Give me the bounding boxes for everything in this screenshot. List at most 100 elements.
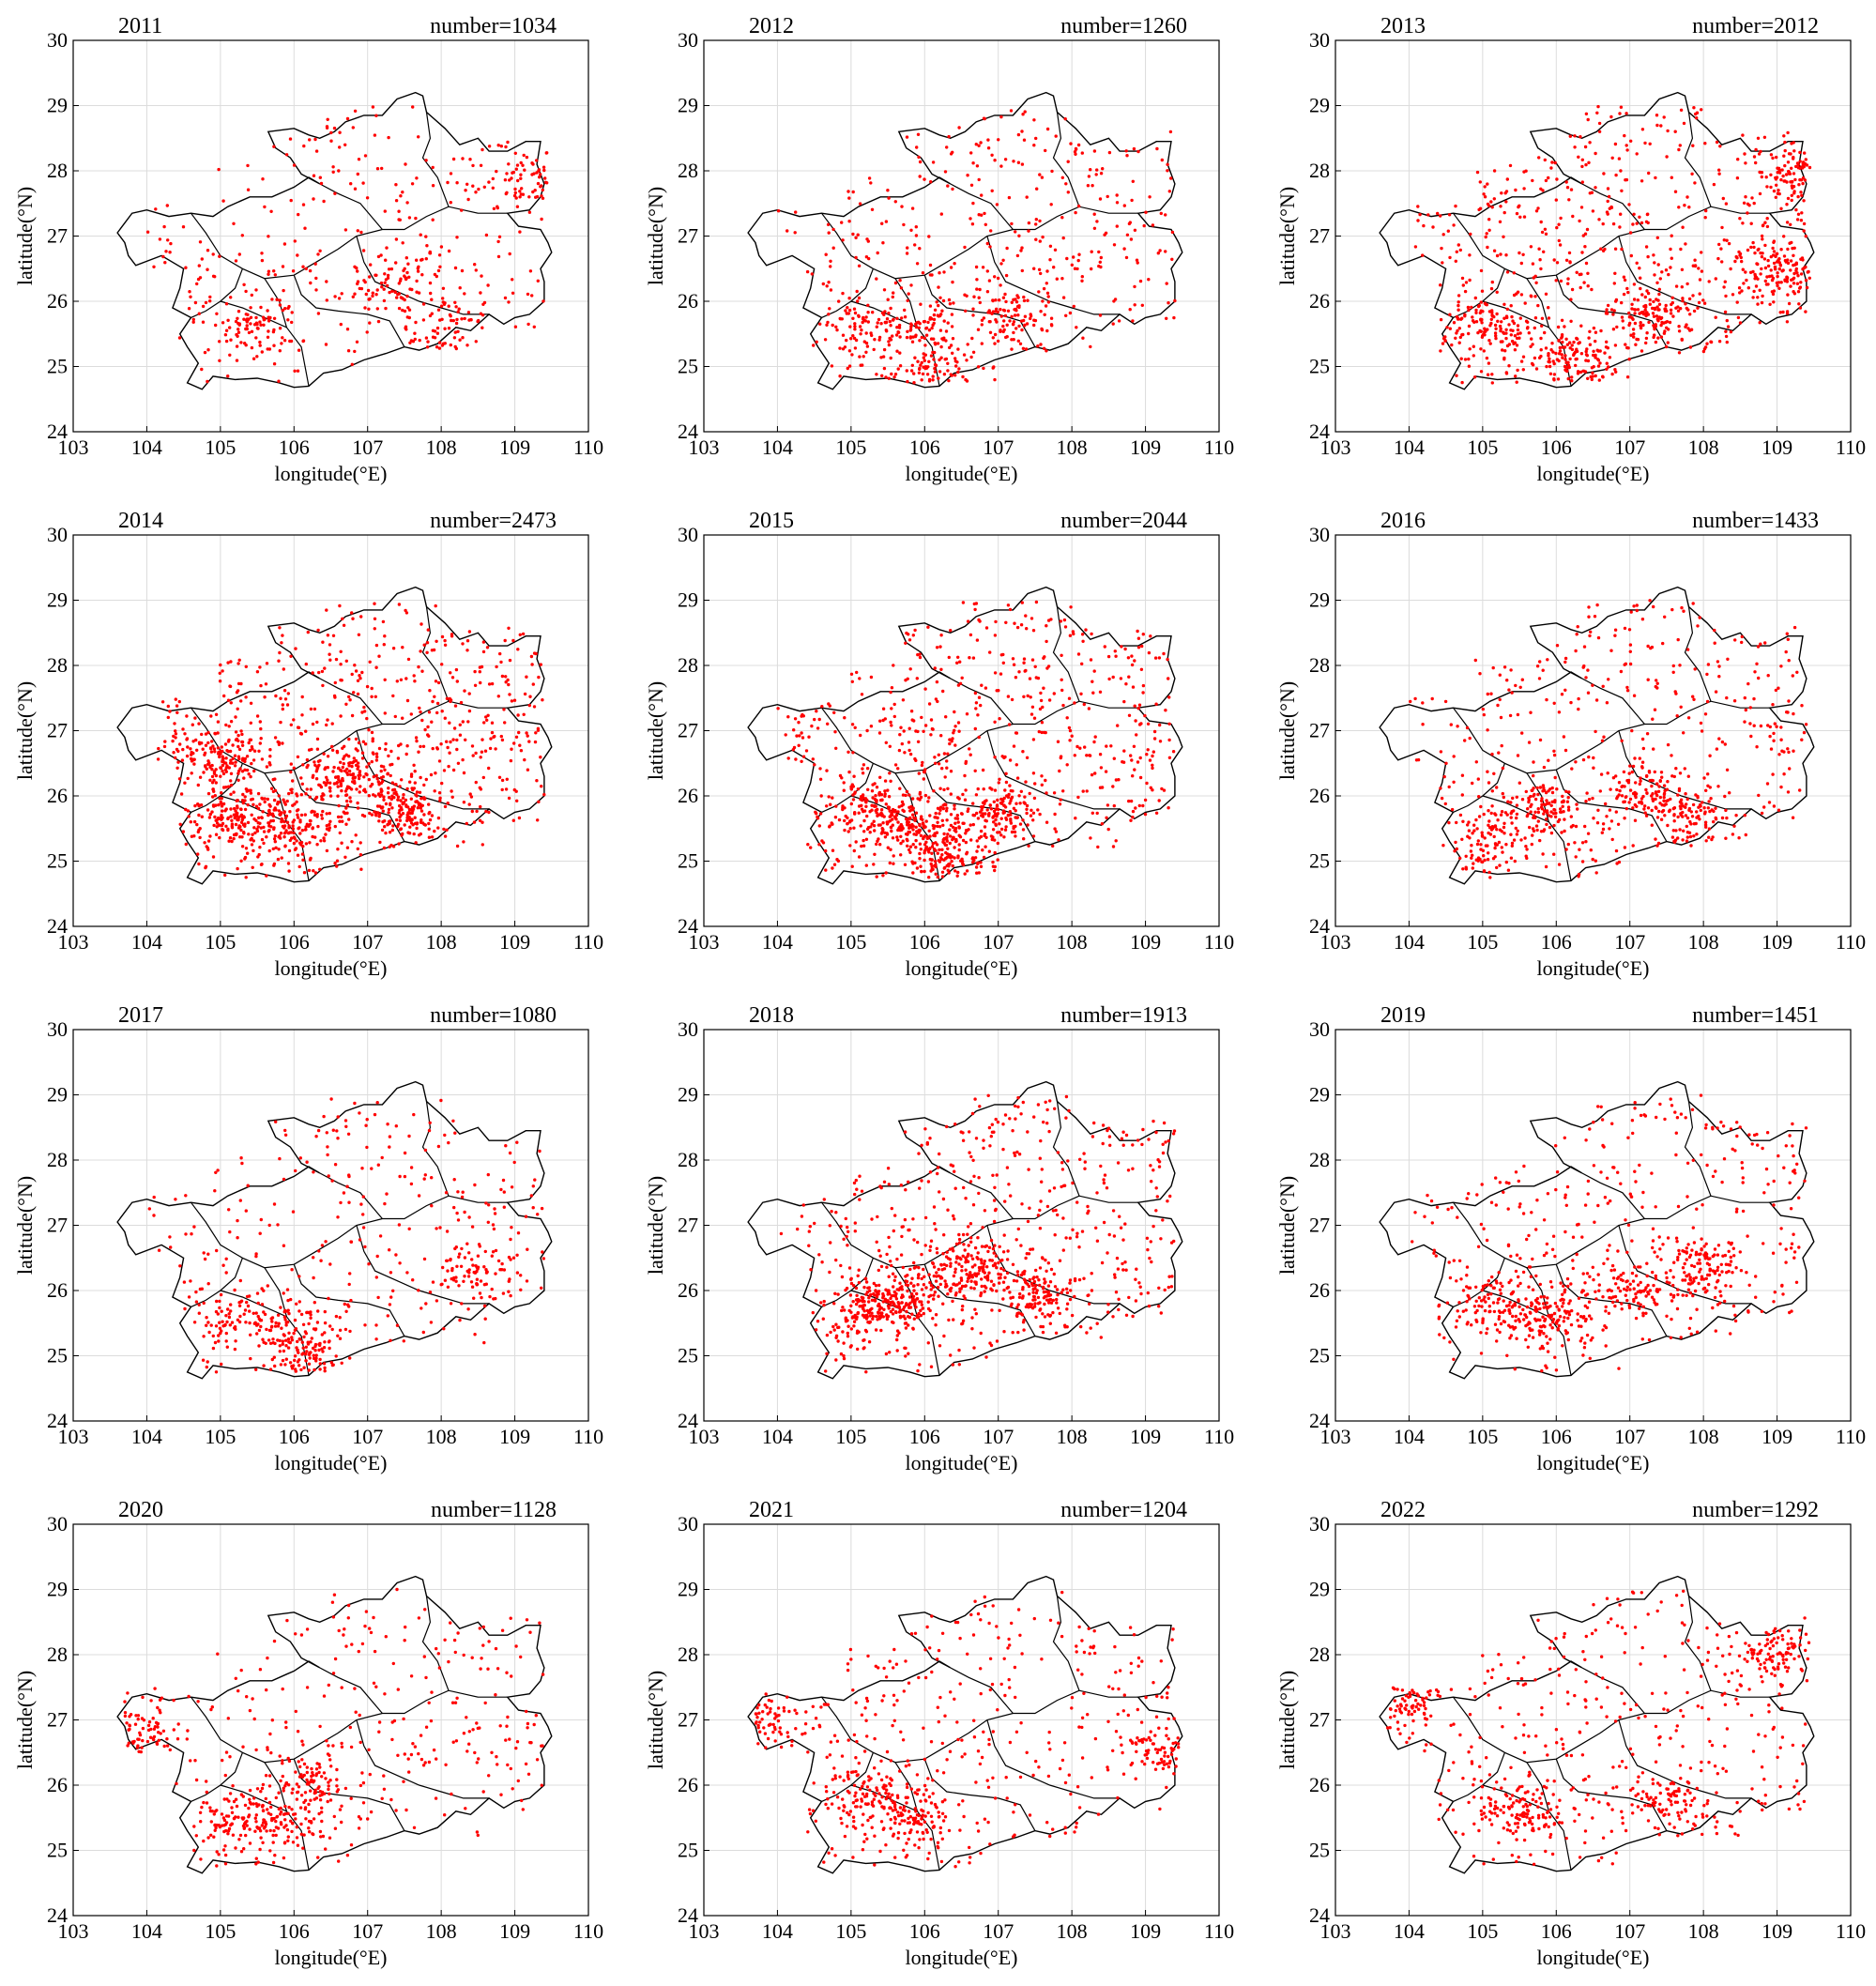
data-point <box>435 345 439 349</box>
prefecture-boundary <box>1684 112 1712 207</box>
data-point <box>305 765 309 770</box>
data-point <box>1644 341 1648 345</box>
data-point <box>371 294 374 298</box>
panel-title: 2012 <box>749 14 794 38</box>
data-point <box>356 229 359 233</box>
data-point <box>236 733 240 738</box>
data-point <box>940 853 944 857</box>
data-point <box>234 822 238 827</box>
data-point <box>1167 301 1170 305</box>
data-point <box>271 814 276 818</box>
data-point <box>1752 201 1756 206</box>
data-point <box>944 802 948 807</box>
data-point <box>1783 163 1787 168</box>
prefecture-boundary <box>821 268 874 318</box>
y-tick-label: 27 <box>47 719 68 742</box>
data-point <box>221 199 225 203</box>
data-point <box>342 756 345 761</box>
data-point <box>942 832 946 836</box>
data-point <box>1103 233 1106 237</box>
data-point <box>1772 289 1777 293</box>
data-point <box>423 727 427 732</box>
data-point <box>852 848 856 853</box>
data-point <box>328 781 332 785</box>
data-point <box>889 720 892 725</box>
data-point <box>1035 187 1039 191</box>
data-point <box>383 825 387 829</box>
data-point <box>1771 276 1776 281</box>
data-point <box>1132 744 1136 748</box>
data-point <box>1646 254 1650 259</box>
data-point <box>420 718 424 723</box>
data-point <box>206 249 210 252</box>
data-point <box>821 841 826 845</box>
data-point <box>982 366 985 371</box>
data-point <box>525 731 528 735</box>
data-point <box>1474 308 1478 313</box>
data-point <box>954 364 958 368</box>
data-point <box>1733 259 1737 264</box>
data-point <box>1594 330 1598 334</box>
data-point <box>1165 316 1168 320</box>
data-point <box>366 288 371 293</box>
data-point <box>938 805 943 809</box>
data-point <box>999 308 1002 312</box>
data-point <box>460 208 464 212</box>
data-point <box>356 172 359 176</box>
data-point <box>465 182 469 186</box>
data-point <box>220 815 223 818</box>
data-point <box>1567 251 1572 255</box>
data-point <box>345 771 349 774</box>
data-point <box>339 714 343 718</box>
data-point <box>867 176 872 180</box>
data-point <box>938 848 941 852</box>
data-point <box>885 833 890 836</box>
data-point <box>971 813 975 817</box>
data-point <box>455 738 459 742</box>
data-point <box>937 753 940 756</box>
points-group <box>145 105 549 384</box>
data-point <box>1001 296 1006 299</box>
data-point <box>1052 791 1057 795</box>
data-point <box>403 823 406 827</box>
data-point <box>887 376 891 380</box>
data-point <box>326 634 330 637</box>
data-point <box>1002 835 1006 839</box>
data-point <box>1502 302 1506 306</box>
data-point <box>255 355 259 359</box>
data-point <box>1721 196 1726 201</box>
data-point <box>375 777 379 781</box>
data-point <box>1691 144 1695 147</box>
data-point <box>1426 213 1430 217</box>
data-point <box>231 743 235 747</box>
data-point <box>321 640 325 644</box>
data-point <box>1771 246 1775 251</box>
data-point <box>1006 603 1011 607</box>
data-point <box>449 699 452 704</box>
data-point <box>905 837 908 841</box>
data-point <box>312 174 316 177</box>
data-point <box>536 818 540 822</box>
data-point <box>965 294 969 298</box>
data-point <box>434 680 438 683</box>
data-point <box>1107 677 1111 681</box>
data-point <box>1467 324 1472 328</box>
data-point <box>330 744 334 749</box>
data-point <box>880 374 884 377</box>
data-point <box>245 755 250 758</box>
data-point <box>872 819 876 823</box>
data-point <box>511 638 515 643</box>
data-point <box>482 721 486 725</box>
data-point <box>311 671 314 675</box>
data-point <box>1619 212 1623 216</box>
data-point <box>1004 771 1008 775</box>
data-point <box>504 145 508 149</box>
y-tick-label: 26 <box>1309 289 1330 313</box>
data-point <box>178 742 182 746</box>
data-point <box>343 228 348 232</box>
data-point <box>363 154 368 158</box>
data-point <box>875 277 878 281</box>
data-point <box>980 323 984 327</box>
data-point <box>1038 707 1043 711</box>
data-point <box>424 235 428 238</box>
